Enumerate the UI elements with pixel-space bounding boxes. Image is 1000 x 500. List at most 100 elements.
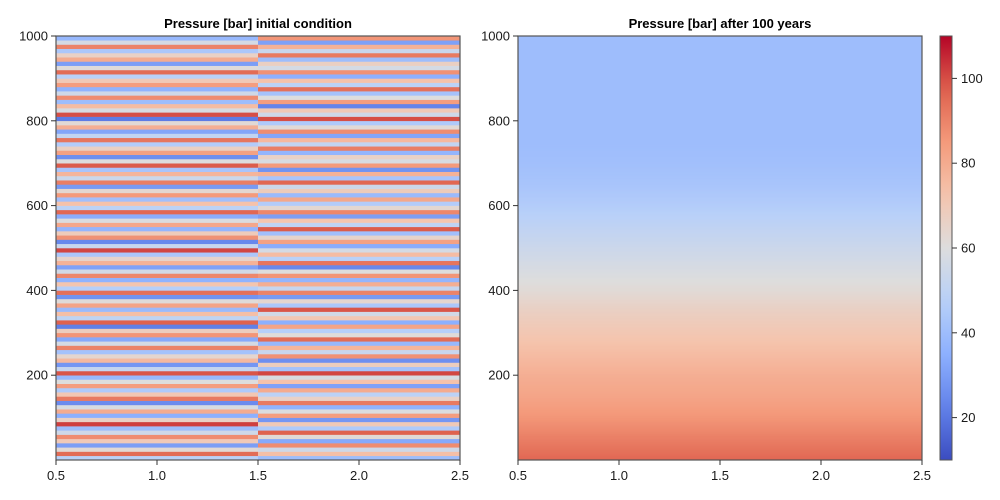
heatmap-cell [518, 408, 922, 411]
heatmap-cell [518, 288, 922, 291]
heatmap-cell [258, 95, 460, 100]
heatmap-cell [258, 171, 460, 177]
heatmap-cell [518, 446, 922, 449]
heatmap-cell [258, 400, 460, 406]
heatmap-cell [518, 332, 922, 335]
heatmap-cell [258, 40, 460, 45]
heatmap-cell [518, 442, 922, 445]
heatmap-cell [518, 140, 922, 143]
heatmap-cell [518, 36, 922, 39]
heatmap-cell [258, 413, 460, 418]
heatmap-cell [518, 248, 922, 251]
heatmap-cell [518, 52, 922, 55]
heatmap-cell [56, 184, 258, 189]
heatmap-cell [258, 298, 460, 304]
heatmap-cell [518, 76, 922, 79]
x-tick-label: 1.0 [148, 468, 166, 483]
heatmap-cell [56, 171, 258, 177]
colorbar-tick-label: 20 [961, 410, 975, 425]
y-tick-label: 600 [488, 198, 510, 213]
heatmap-cell [258, 142, 460, 147]
heatmap-cell [258, 324, 460, 329]
heatmap-cell [56, 324, 258, 329]
heatmap-cell [518, 304, 922, 307]
heatmap-cell [56, 150, 258, 156]
heatmap-cell [258, 447, 460, 452]
heatmap-cell [258, 74, 460, 79]
heatmap-cell [518, 420, 922, 423]
heatmap-cell [56, 290, 258, 295]
heatmap-cell [258, 103, 460, 109]
heatmap-cell [258, 116, 460, 122]
heatmap-cell [258, 91, 460, 96]
heatmap-cell [258, 281, 460, 287]
heatmap-cell [518, 392, 922, 395]
right-heatmap-cells [518, 36, 922, 461]
heatmap-cell [518, 436, 922, 439]
heatmap-cell [518, 156, 922, 159]
x-tick-label: 2.0 [812, 468, 830, 483]
heatmap-cell [518, 300, 922, 303]
heatmap-cell [518, 386, 922, 389]
heatmap-cell [258, 137, 460, 143]
heatmap-cell [518, 450, 922, 453]
heatmap-cell [258, 375, 460, 380]
heatmap-cell [518, 308, 922, 311]
heatmap-cell [258, 277, 460, 283]
heatmap-cell [518, 310, 922, 313]
heatmap-cell [518, 286, 922, 289]
heatmap-cell [56, 69, 258, 75]
heatmap-cell [518, 92, 922, 95]
heatmap-cell [518, 426, 922, 429]
heatmap-cell [56, 44, 258, 50]
heatmap-cell [56, 103, 258, 109]
heatmap-cell [518, 230, 922, 233]
heatmap-cell [518, 328, 922, 331]
heatmap-cell [518, 220, 922, 223]
heatmap-cell [56, 154, 258, 160]
heatmap-cell [518, 296, 922, 299]
right-x-axis: 0.5 1.0 1.5 2.0 2.5 [509, 460, 931, 483]
x-tick-label: 2.5 [913, 468, 931, 483]
heatmap-cell [56, 379, 258, 384]
heatmap-cell [258, 197, 460, 202]
heatmap-cell [518, 458, 922, 461]
heatmap-cell [258, 248, 460, 253]
left-y-axis: 200 400 600 800 1000 [19, 29, 56, 383]
heatmap-cell [258, 409, 460, 414]
heatmap-cell [518, 272, 922, 275]
heatmap-cell [518, 46, 922, 49]
heatmap-cell [56, 214, 258, 219]
heatmap-cell [56, 434, 258, 440]
heatmap-cell [518, 314, 922, 317]
heatmap-cell [56, 307, 258, 312]
heatmap-cell [518, 90, 922, 93]
heatmap-cell [258, 421, 460, 427]
heatmap-cell [56, 52, 258, 58]
heatmap-cell [258, 366, 460, 372]
heatmap-cell [258, 65, 460, 71]
heatmap-cell [518, 428, 922, 431]
heatmap-cell [518, 80, 922, 83]
heatmap-cell [518, 284, 922, 287]
heatmap-cell [56, 273, 258, 278]
heatmap-cell [518, 176, 922, 179]
heatmap-cell [518, 58, 922, 61]
x-tick-label: 1.0 [610, 468, 628, 483]
heatmap-cell [56, 443, 258, 448]
heatmap-cell [258, 218, 460, 223]
heatmap-cell [518, 232, 922, 235]
heatmap-cell [518, 312, 922, 315]
heatmap-cell [518, 298, 922, 301]
heatmap-cell [518, 240, 922, 243]
heatmap-cell [56, 239, 258, 245]
heatmap-cell [518, 422, 922, 425]
heatmap-cell [518, 172, 922, 175]
heatmap-cell [518, 86, 922, 89]
heatmap-cell [258, 163, 460, 168]
heatmap-cell [518, 104, 922, 107]
heatmap-cell [56, 375, 258, 380]
heatmap-cell [56, 269, 258, 274]
heatmap-cell [56, 192, 258, 198]
